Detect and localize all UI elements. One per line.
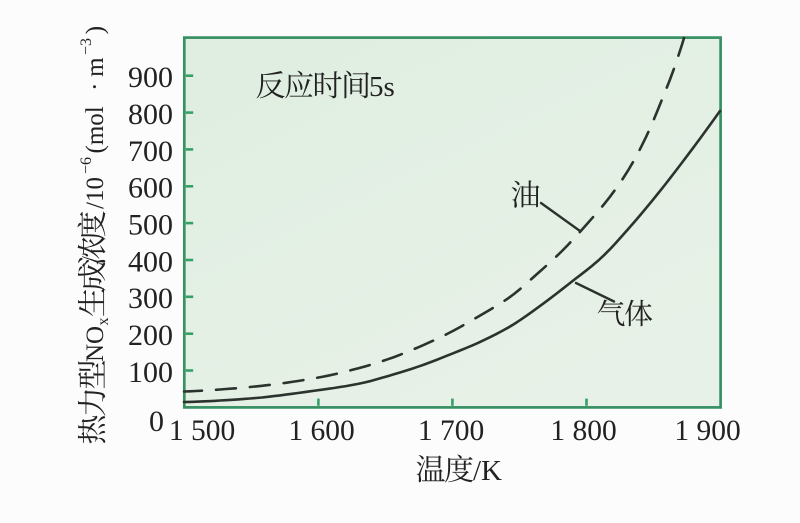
svg-text:200: 200 xyxy=(128,319,173,352)
svg-text:1 500: 1 500 xyxy=(169,415,235,447)
svg-text:/K: /K xyxy=(473,455,502,487)
svg-text:1 900: 1 900 xyxy=(674,415,740,447)
svg-text:900: 900 xyxy=(128,61,173,94)
svg-text:400: 400 xyxy=(128,245,173,278)
svg-text:m: m xyxy=(82,57,109,77)
svg-text:−3: −3 xyxy=(78,38,95,55)
svg-text:500: 500 xyxy=(128,208,173,241)
svg-text:0: 0 xyxy=(149,405,164,438)
svg-text:−6: −6 xyxy=(78,157,95,174)
svg-text:700: 700 xyxy=(128,135,173,168)
svg-text:1 700: 1 700 xyxy=(418,415,484,447)
svg-text:300: 300 xyxy=(128,282,173,315)
svg-text:5s: 5s xyxy=(369,71,395,103)
svg-text:1 600: 1 600 xyxy=(288,415,354,447)
svg-text:·: · xyxy=(82,83,109,91)
svg-text:1 800: 1 800 xyxy=(550,415,616,447)
svg-text:100: 100 xyxy=(128,356,173,389)
svg-text:x: x xyxy=(95,318,112,326)
svg-text:600: 600 xyxy=(128,172,173,205)
svg-text:): ) xyxy=(82,26,109,34)
svg-text:/10: /10 xyxy=(82,177,109,209)
svg-text:(mol: (mol xyxy=(82,106,109,153)
svg-text:800: 800 xyxy=(128,98,173,131)
svg-text:NO: NO xyxy=(82,326,109,362)
